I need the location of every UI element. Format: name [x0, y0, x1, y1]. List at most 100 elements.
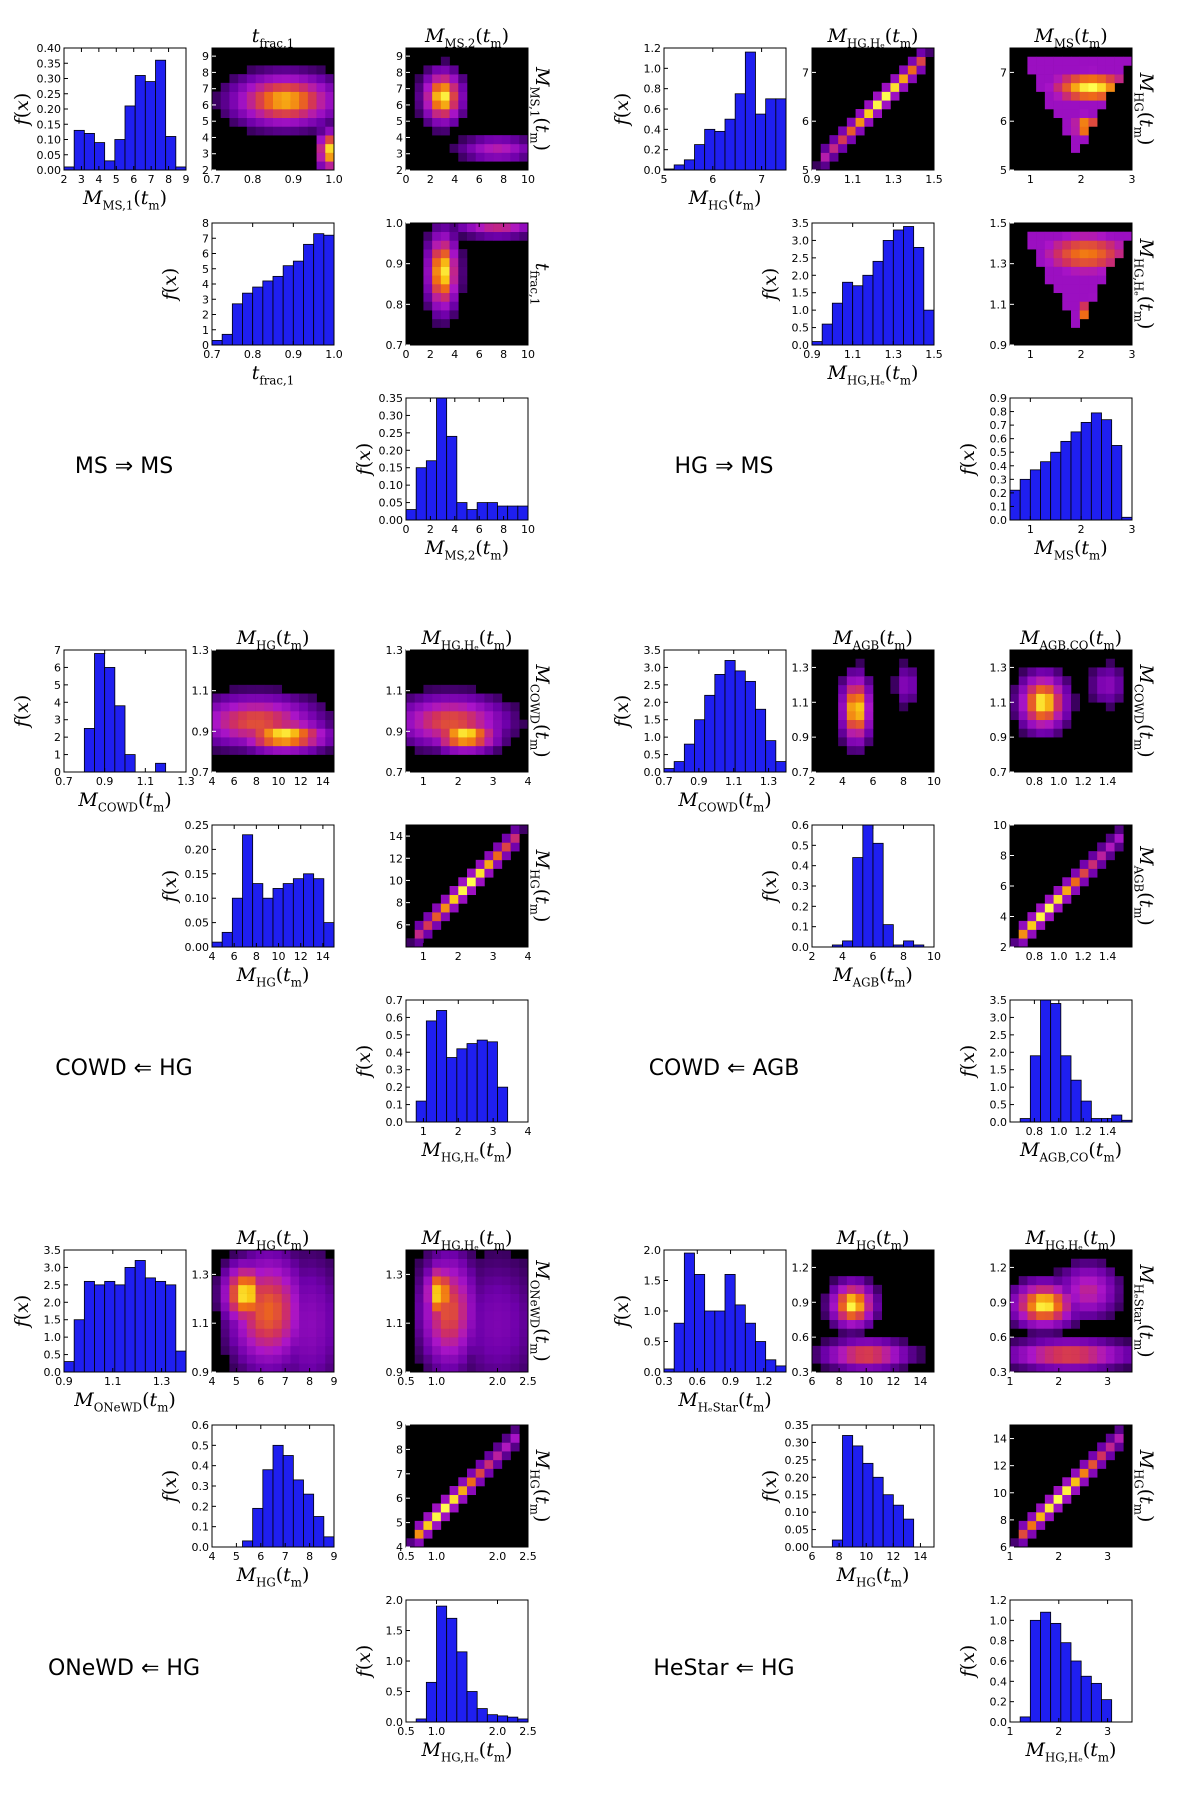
heatmap-cell: [325, 135, 335, 145]
heatmap-cell: [510, 1311, 520, 1321]
heatmap-cell: [238, 1345, 248, 1355]
heatmap-cell: [316, 91, 326, 101]
x-tick-label: 1: [420, 775, 427, 788]
heatmap-cell: [458, 1250, 468, 1260]
heatmap-cell: [475, 1258, 485, 1268]
heatmap-cell: [1079, 82, 1089, 92]
heatmap-cell: [899, 684, 909, 694]
heatmap-cell: [925, 48, 935, 58]
heatmap-cell: [838, 676, 848, 686]
histogram-bar: [724, 1274, 736, 1373]
heatmap-cell: [255, 91, 265, 101]
heatmap-cell: [432, 240, 442, 250]
heatmap-cell: [307, 1354, 317, 1364]
heatmap-cell: [1114, 1433, 1124, 1443]
svg-text:MHG(tm): MHG(tm): [236, 1564, 310, 1589]
heatmap-cell: [890, 1337, 900, 1347]
heatmap-cell: [467, 1311, 477, 1321]
heatmap-cell: [281, 719, 291, 729]
heatmap-cell: [273, 737, 283, 747]
heatmap-cell: [1071, 126, 1081, 136]
heatmap-cell: [307, 1258, 317, 1268]
heatmap-cell: [423, 711, 433, 721]
heatmap-cell: [484, 1284, 494, 1294]
heatmap-cell: [1044, 1363, 1054, 1373]
x-tick-label: 8: [306, 1550, 313, 1563]
heatmap-cell: [1079, 1284, 1089, 1294]
heatmap-cell: [829, 1354, 839, 1364]
heatmap-cell: [1053, 275, 1063, 285]
heatmap-cell: [316, 1284, 326, 1294]
heatmap-cell: [255, 1363, 265, 1373]
svg-text:MONeWD(tm): MONeWD(tm): [528, 1259, 553, 1362]
heatmap-cell: [246, 737, 256, 747]
y-tick-label: 3: [202, 148, 209, 161]
heatmap-cell: [238, 1276, 248, 1286]
heatmap-cell: [432, 275, 442, 285]
heatmap-cell: [325, 74, 335, 84]
heatmap-cell: [1044, 711, 1054, 721]
heatmap-cell: [1105, 702, 1115, 712]
heatmap-cell: [1027, 1354, 1037, 1364]
heatmap-cell: [1044, 719, 1054, 729]
heatmap-cell: [255, 109, 265, 119]
y-tick-label: 0.6: [386, 1011, 404, 1024]
heatmap-cell: [475, 693, 485, 703]
heatmap-cell: [1114, 667, 1124, 677]
histogram-bar: [1019, 1716, 1031, 1723]
heatmap-cell: [855, 1345, 865, 1355]
heatmap-cell: [432, 292, 442, 302]
heatmap-cell: [493, 842, 503, 852]
heatmap-cell: [449, 693, 459, 703]
y-tick-label: 1.5: [792, 287, 810, 300]
heatmap-cell: [458, 143, 468, 153]
x-tick-label: 0: [403, 523, 410, 536]
heatmap-cell: [1097, 91, 1107, 101]
heatmap-cell: [290, 745, 300, 755]
x-tick-label: 0.9: [55, 1375, 73, 1388]
histogram-bar: [436, 397, 448, 521]
heatmap-cell: [440, 693, 450, 703]
heatmap-cell: [1044, 1345, 1054, 1355]
heatmap-cell: [290, 711, 300, 721]
histogram-bar: [313, 1516, 325, 1548]
heatmap-cell: [432, 1293, 442, 1303]
heatmap-cell: [432, 912, 442, 922]
heatmap-cell: [519, 1354, 529, 1364]
histogram-bar: [221, 931, 233, 948]
heatmap-cell: [1097, 82, 1107, 92]
heatmap-cell: [307, 91, 317, 101]
heatmap-cell: [423, 1529, 433, 1539]
heatmap-cell: [1010, 1337, 1020, 1347]
heatmap-cell: [493, 135, 503, 145]
heatmap-cell: [1018, 1302, 1028, 1312]
svg-text:MAGB,CO(tm): MAGB,CO(tm): [1019, 1139, 1122, 1164]
heatmap-cell: [246, 684, 256, 694]
heatmap-cell: [475, 719, 485, 729]
heatmap-cell: [432, 1328, 442, 1338]
x-axis-label: MHₑStar(tm): [677, 1389, 771, 1414]
heatmap-cell: [449, 737, 459, 747]
y-tick-label: 0.10: [37, 134, 62, 147]
heatmap-cell: [220, 737, 230, 747]
heatmap-cell: [406, 711, 416, 721]
heatmap-cell: [484, 152, 494, 162]
heatmap-cell: [1062, 82, 1072, 92]
heatmap-cell: [255, 711, 265, 721]
heatmap-cell: [281, 65, 291, 75]
heatmap-cell: [1044, 1503, 1054, 1513]
y-tick-label: 0.05: [379, 497, 404, 510]
heatmap-cell: [1062, 257, 1072, 267]
heatmap-cell: [1044, 903, 1054, 913]
y-tick-label: 1.0: [386, 217, 404, 230]
histogram-bar: [497, 1086, 509, 1123]
heatmap-cell: [212, 737, 222, 747]
y-tick-label: 8: [1000, 850, 1007, 863]
heatmap-cell: [1105, 1442, 1115, 1452]
heatmap-cell: [501, 1258, 511, 1268]
x-tick-label: 1.1: [844, 348, 862, 361]
heatmap-cell: [238, 1337, 248, 1347]
heatmap-cell: [510, 1293, 520, 1303]
heatmap-cell: [846, 117, 856, 127]
